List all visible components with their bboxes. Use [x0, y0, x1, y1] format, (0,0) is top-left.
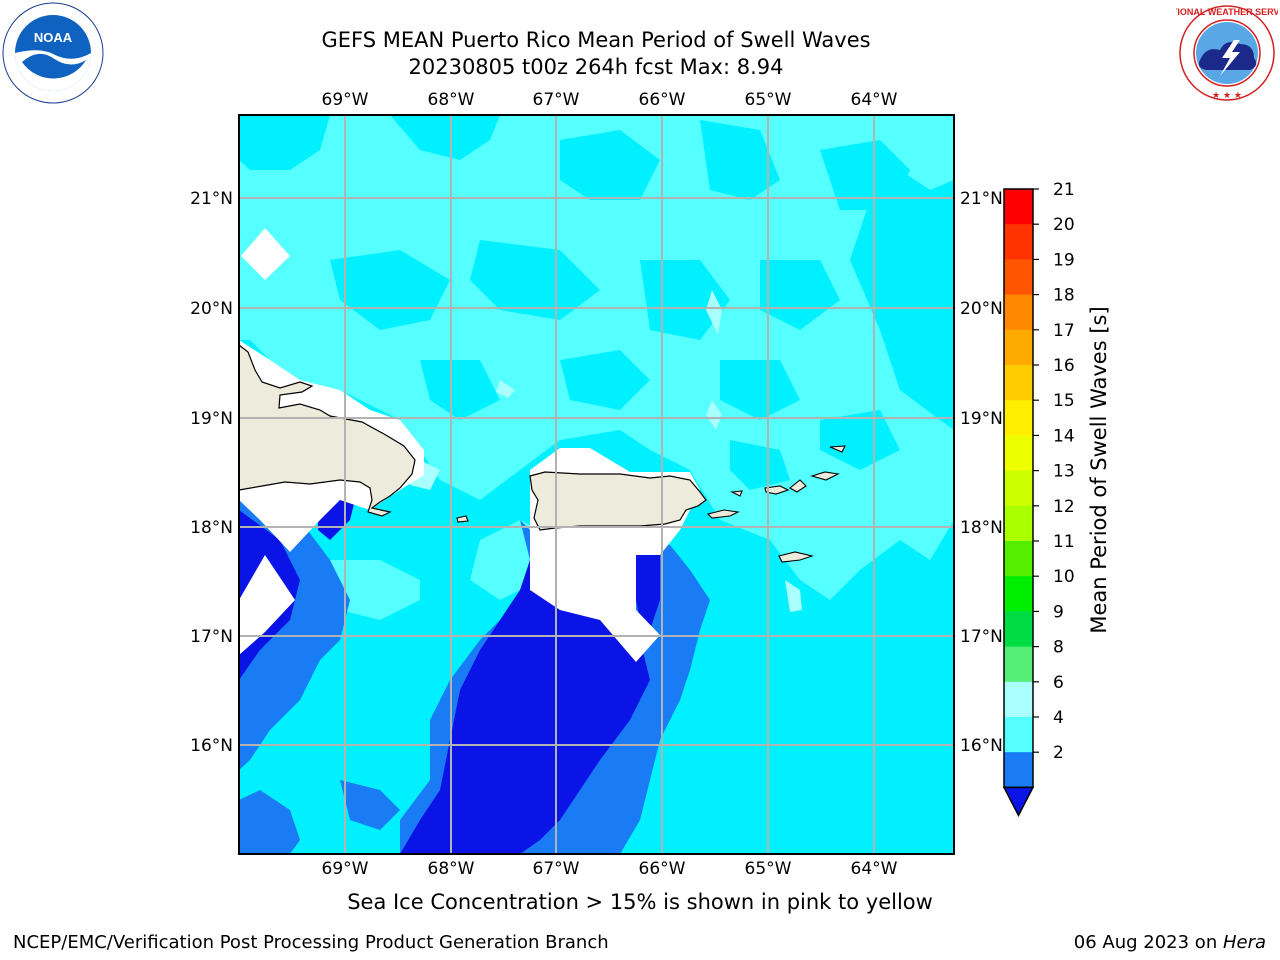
lat-label: 17°N — [190, 627, 233, 647]
lon-label: 65°W — [745, 90, 792, 110]
lon-label: 66°W — [639, 859, 686, 879]
lat-label: 21°N — [190, 189, 233, 209]
land-small-islands — [456, 445, 846, 563]
lat-label: 19°N — [960, 409, 1003, 429]
map-graticule — [239, 115, 954, 854]
footer-host: Hera — [1222, 932, 1266, 953]
lat-label: 21°N — [960, 189, 1003, 209]
footer-credit: NCEP/EMC/Verification Post Processing Pr… — [13, 932, 609, 953]
colorbar-under-arrow — [1002, 786, 1035, 818]
colorbar-swatch — [1004, 505, 1033, 542]
nws-logo-ring-text: NATIONAL WEATHER SERVICE — [1176, 7, 1278, 17]
colorbar-tick-label: 19 — [1053, 250, 1075, 270]
colorbar-swatch — [1004, 365, 1033, 401]
colorbar-tick-label: 13 — [1053, 462, 1075, 482]
lon-labels-bottom: 69°W 68°W 67°W 66°W 65°W 64°W — [322, 859, 898, 879]
colorbar-tick-label: 15 — [1053, 391, 1075, 411]
lon-label: 64°W — [851, 90, 898, 110]
colorbar-tick-label: 2 — [1053, 743, 1064, 763]
colorbar-swatch — [1004, 611, 1033, 648]
colorbar-swatch — [1004, 681, 1033, 718]
colorbar-tick-label: 6 — [1053, 673, 1064, 693]
lon-label: 67°W — [533, 90, 580, 110]
colorbar-frame — [1003, 188, 1034, 789]
colorbar-tick-label: 4 — [1053, 708, 1064, 728]
colorbar-swatch — [1004, 646, 1033, 683]
lat-label: 19°N — [190, 409, 233, 429]
lon-label: 69°W — [322, 859, 369, 879]
lat-label: 16°N — [960, 736, 1003, 756]
lon-label: 67°W — [533, 859, 580, 879]
lon-label: 66°W — [639, 90, 686, 110]
colorbar-tick-label: 16 — [1053, 356, 1075, 376]
lon-label: 65°W — [745, 859, 792, 879]
lon-labels-top: 69°W 68°W 67°W 66°W 65°W 64°W — [322, 90, 898, 110]
lon-label: 68°W — [428, 859, 475, 879]
sea-ice-note: Sea Ice Concentration > 15% is shown in … — [347, 890, 933, 914]
colorbar-tick-label: 12 — [1053, 497, 1075, 517]
lon-label: 69°W — [322, 90, 369, 110]
lat-labels-right: 21°N 20°N 19°N 18°N 17°N 16°N — [960, 189, 1003, 756]
lat-label: 17°N — [960, 627, 1003, 647]
colorbar-tick-label: 9 — [1053, 602, 1064, 622]
svg-text:★ ★ ★: ★ ★ ★ — [1212, 91, 1242, 101]
map-frame — [238, 114, 955, 855]
colorbar: 21 20 19 18 17 16 15 14 13 12 11 10 9 8 6 4 2 — [1002, 180, 1075, 818]
colorbar-tick-label: 21 — [1053, 180, 1075, 200]
colorbar-swatch — [1004, 470, 1033, 507]
colorbar-tick-label: 20 — [1053, 215, 1075, 235]
colorbar-tick-label: 11 — [1053, 532, 1075, 552]
colorbar-swatch — [1004, 224, 1033, 260]
colorbar-swatch — [1004, 294, 1033, 331]
colorbar-tick-label: 17 — [1053, 321, 1075, 341]
footer-date-text: 06 Aug 2023 on — [1073, 932, 1223, 953]
chart-subtitle: 20230805 t00z 264h fcst Max: 8.94 — [408, 55, 784, 79]
colorbar-swatch — [1004, 576, 1033, 612]
nws-logo-icon: NATIONAL WEATHER SERVICE ★ ★ ★ — [1176, 3, 1278, 103]
chart-title: GEFS MEAN Puerto Rico Mean Period of Swe… — [321, 28, 871, 52]
lat-label: 20°N — [960, 299, 1003, 319]
colorbar-swatch — [1004, 400, 1033, 436]
noaa-logo-icon: NOAA — [2, 2, 104, 104]
colorbar-swatch — [1004, 435, 1033, 472]
lon-label: 68°W — [428, 90, 475, 110]
colorbar-swatch — [1004, 259, 1033, 296]
contour-8-9 — [410, 290, 802, 612]
colorbar-swatch — [1004, 541, 1033, 577]
lat-label: 16°N — [190, 736, 233, 756]
lat-label: 18°N — [190, 518, 233, 538]
colorbar-swatch — [1004, 717, 1033, 753]
colorbar-tick-label: 8 — [1053, 638, 1064, 658]
lat-labels-left: 21°N 20°N 19°N 18°N 17°N 16°N — [190, 189, 233, 756]
colorbar-swatch — [1004, 189, 1033, 225]
colorbar-swatch — [1004, 329, 1033, 366]
footer-date: 06 Aug 2023 on Hera — [1074, 932, 1266, 953]
colorbar-tick-label: 14 — [1053, 426, 1075, 446]
lat-label: 18°N — [960, 518, 1003, 538]
land-hispaniola — [238, 343, 416, 517]
colorbar-tick-label: 18 — [1053, 286, 1075, 306]
lon-label: 64°W — [851, 859, 898, 879]
colorbar-tick-label: 10 — [1053, 567, 1075, 587]
colorbar-title: Mean Period of Swell Waves [s] — [1087, 306, 1111, 633]
colorbar-swatch — [1004, 752, 1033, 788]
noaa-logo-text: NOAA — [34, 30, 73, 45]
lat-label: 20°N — [190, 299, 233, 319]
